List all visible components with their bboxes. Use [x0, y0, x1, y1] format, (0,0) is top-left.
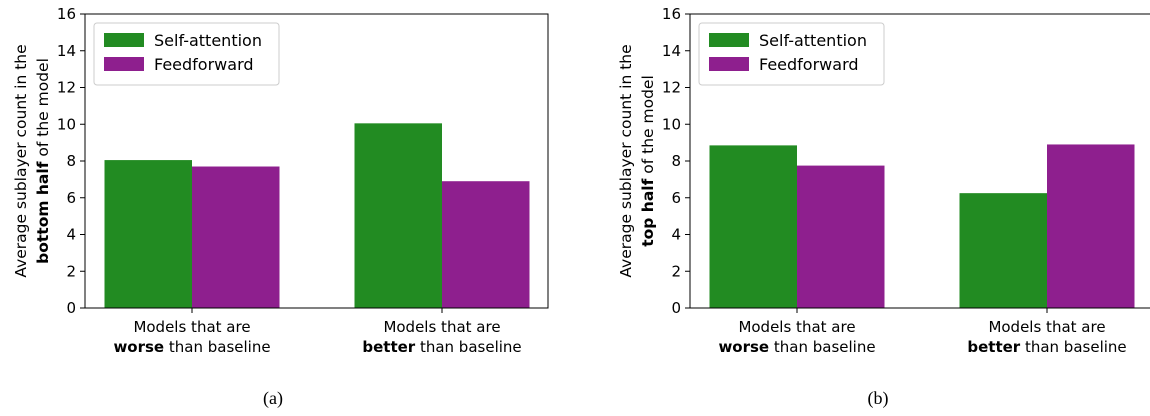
panel-caption: (a)	[263, 388, 283, 409]
legend-label: Feedforward	[154, 55, 254, 74]
bar-self-attention-better	[959, 193, 1047, 308]
y-tick-label: 12	[662, 79, 681, 97]
y-tick-label: 0	[66, 299, 76, 317]
y-axis-label: Average sublayer count in the bottom half…	[12, 44, 52, 277]
y-tick-label: 6	[66, 189, 76, 207]
y-tick-label: 12	[57, 79, 76, 97]
y-tick-label: 16	[57, 5, 76, 23]
y-tick-label: 2	[66, 262, 76, 280]
x-tick-label: Models that are better than baseline	[362, 318, 521, 356]
x-tick-label: Models that are worse than baseline	[718, 318, 875, 356]
bar-self-attention-worse	[104, 160, 192, 308]
chart-panel-a: 0 2 4 6 8 10 12 14 16 Models that are worse than b…	[12, 5, 549, 409]
chart-panel-b: 0 2 4 6 8 10 12 14 16 Models that are worse than b…	[617, 5, 1150, 409]
y-tick-label: 4	[671, 226, 681, 244]
legend-swatch	[104, 57, 144, 71]
bar-feedforward-better	[442, 181, 530, 308]
legend-label: Self-attention	[154, 31, 262, 50]
legend-swatch	[709, 57, 749, 71]
legend-swatch	[709, 33, 749, 47]
y-tick-label: 10	[57, 115, 76, 133]
bar-self-attention-better	[354, 123, 442, 308]
bar-feedforward-worse	[797, 165, 885, 308]
x-tick-label: Models that are better than baseline	[967, 318, 1126, 356]
legend-label: Feedforward	[759, 55, 859, 74]
bar-feedforward-worse	[192, 166, 280, 308]
x-tick-label: Models that are worse than baseline	[113, 318, 270, 356]
legend-swatch	[104, 33, 144, 47]
legend-label: Self-attention	[759, 31, 867, 50]
y-tick-label: 2	[671, 262, 681, 280]
bar-feedforward-better	[1047, 144, 1135, 308]
y-tick-label: 14	[662, 42, 681, 60]
y-tick-label: 14	[57, 42, 76, 60]
y-tick-label: 6	[671, 189, 681, 207]
y-axis-label: Average sublayer count in the top half of…	[617, 44, 657, 277]
y-tick-label: 8	[671, 152, 681, 170]
y-tick-label: 16	[662, 5, 681, 23]
panel-caption: (b)	[868, 388, 889, 409]
y-tick-label: 0	[671, 299, 681, 317]
y-tick-label: 8	[66, 152, 76, 170]
bar-self-attention-worse	[709, 145, 797, 308]
y-tick-label: 10	[662, 115, 681, 133]
y-tick-label: 4	[66, 226, 76, 244]
